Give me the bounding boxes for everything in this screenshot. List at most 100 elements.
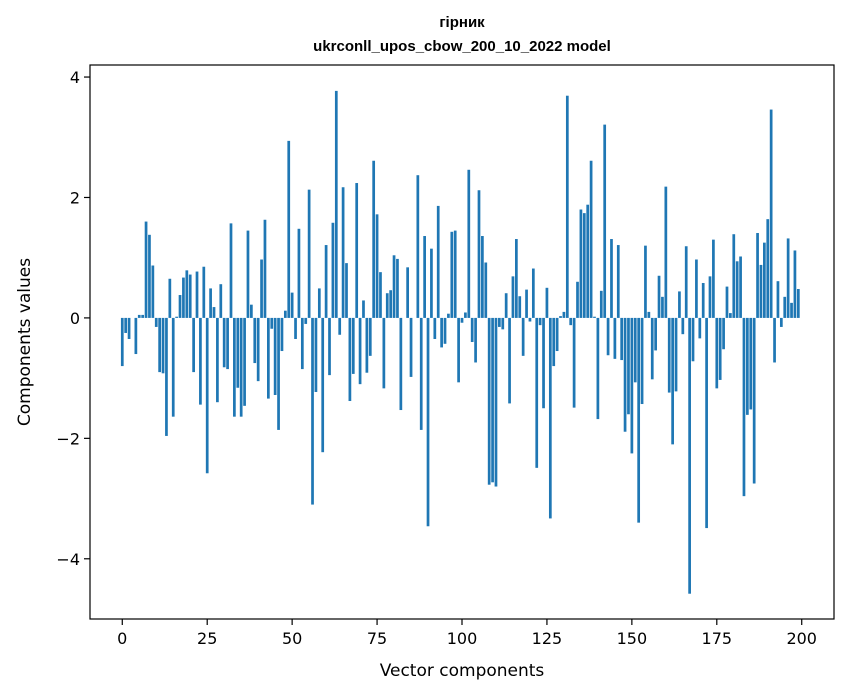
bar-component-173 xyxy=(708,276,712,318)
bar-component-54 xyxy=(304,317,308,324)
bar-component-80 xyxy=(392,255,396,318)
x-tick-label: 0 xyxy=(117,629,127,648)
bar-component-141 xyxy=(599,290,603,318)
bar-component-97 xyxy=(450,231,454,318)
bar-component-159 xyxy=(661,296,664,318)
bar-component-126 xyxy=(548,317,552,519)
bar-component-21 xyxy=(192,317,195,373)
bar-component-187 xyxy=(756,233,759,318)
bar-component-42 xyxy=(263,219,267,318)
bar-component-108 xyxy=(487,317,491,485)
bar-component-110 xyxy=(494,317,498,487)
bar-component-186 xyxy=(752,317,756,484)
bar-component-49 xyxy=(287,140,291,318)
bar-component-118 xyxy=(521,317,525,356)
bar-component-72 xyxy=(365,317,369,373)
bar-component-84 xyxy=(406,267,409,318)
bar-component-119 xyxy=(525,289,528,318)
bar-component-59 xyxy=(321,317,325,453)
bar-component-127 xyxy=(552,317,556,367)
bar-component-185 xyxy=(749,317,753,410)
bar-component-4 xyxy=(134,317,138,355)
bar-component-34 xyxy=(236,317,240,388)
y-tick-label: −4 xyxy=(56,550,80,569)
bar-component-67 xyxy=(348,317,352,402)
bar-component-70 xyxy=(358,317,362,385)
bar-component-20 xyxy=(188,274,192,318)
bar-component-50 xyxy=(290,292,294,318)
bar-component-94 xyxy=(440,317,443,348)
bar-component-17 xyxy=(178,295,182,318)
bar-component-68 xyxy=(351,317,355,374)
bar-component-40 xyxy=(256,317,260,382)
bar-component-76 xyxy=(379,272,382,318)
bar-component-61 xyxy=(328,317,331,376)
bar-component-149 xyxy=(627,317,630,415)
bar-component-73 xyxy=(368,317,372,356)
bar-component-164 xyxy=(678,291,681,318)
bar-component-136 xyxy=(582,213,586,318)
bar-component-196 xyxy=(786,238,790,318)
bar-component-88 xyxy=(419,317,423,430)
bar-component-137 xyxy=(586,204,590,318)
bar-component-180 xyxy=(732,234,736,318)
bar-component-178 xyxy=(725,286,729,318)
bar-component-18 xyxy=(182,277,185,318)
y-tick-label: 4 xyxy=(70,68,80,87)
bar-component-90 xyxy=(426,317,430,527)
bar-component-156 xyxy=(650,317,654,380)
bar-component-44 xyxy=(270,317,274,329)
x-axis-ticks: 0 25 50 75 100 125 150 175 200 xyxy=(117,619,817,648)
bar-component-165 xyxy=(681,317,685,335)
y-tick-label: 0 xyxy=(70,309,80,328)
bar-component-148 xyxy=(623,317,627,432)
bar-component-152 xyxy=(637,317,641,523)
bar-component-45 xyxy=(273,317,277,395)
bar-component-157 xyxy=(654,317,657,351)
bar-component-66 xyxy=(345,263,348,318)
bar-component-25 xyxy=(205,317,209,474)
y-axis-ticks: −4 −2 0 2 4 xyxy=(56,68,90,569)
bar-component-52 xyxy=(297,228,301,318)
bar-component-154 xyxy=(644,245,647,318)
bar-component-192 xyxy=(773,317,776,363)
bar-component-13 xyxy=(165,317,168,436)
bar-component-167 xyxy=(688,317,691,594)
bar-component-162 xyxy=(671,317,674,445)
bar-component-33 xyxy=(233,317,236,417)
bar-component-64 xyxy=(338,317,342,335)
x-tick-label: 100 xyxy=(447,629,478,648)
bar-component-53 xyxy=(300,317,304,370)
bar-component-151 xyxy=(633,317,637,383)
bar-component-160 xyxy=(664,186,668,318)
x-tick-label: 25 xyxy=(197,629,217,648)
bar-component-87 xyxy=(416,175,420,318)
bar-component-175 xyxy=(715,317,719,389)
bar-component-8 xyxy=(148,234,151,318)
bar-component-171 xyxy=(701,282,705,318)
bar-component-41 xyxy=(260,259,263,318)
bar-component-43 xyxy=(267,317,270,399)
bar-component-163 xyxy=(674,317,678,392)
bar-component-124 xyxy=(542,317,545,409)
bar-component-81 xyxy=(396,258,399,318)
bar-component-194 xyxy=(779,317,783,327)
bar-component-89 xyxy=(423,236,426,318)
bar-component-63 xyxy=(334,90,338,318)
bar-component-12 xyxy=(161,317,165,374)
bar-component-0 xyxy=(120,317,124,367)
bar-component-134 xyxy=(576,281,579,318)
bar-component-14 xyxy=(168,278,172,318)
bar-component-15 xyxy=(171,317,175,417)
bar-component-30 xyxy=(222,317,226,368)
bar-component-189 xyxy=(763,242,766,318)
bar-component-193 xyxy=(776,281,780,318)
bar-component-2 xyxy=(127,317,131,339)
bar-component-129 xyxy=(559,316,562,318)
x-tick-label: 200 xyxy=(786,629,817,648)
bar-component-122 xyxy=(535,317,539,468)
bar-component-145 xyxy=(613,317,617,359)
bar-component-98 xyxy=(453,230,457,318)
bar-component-19 xyxy=(185,270,189,318)
